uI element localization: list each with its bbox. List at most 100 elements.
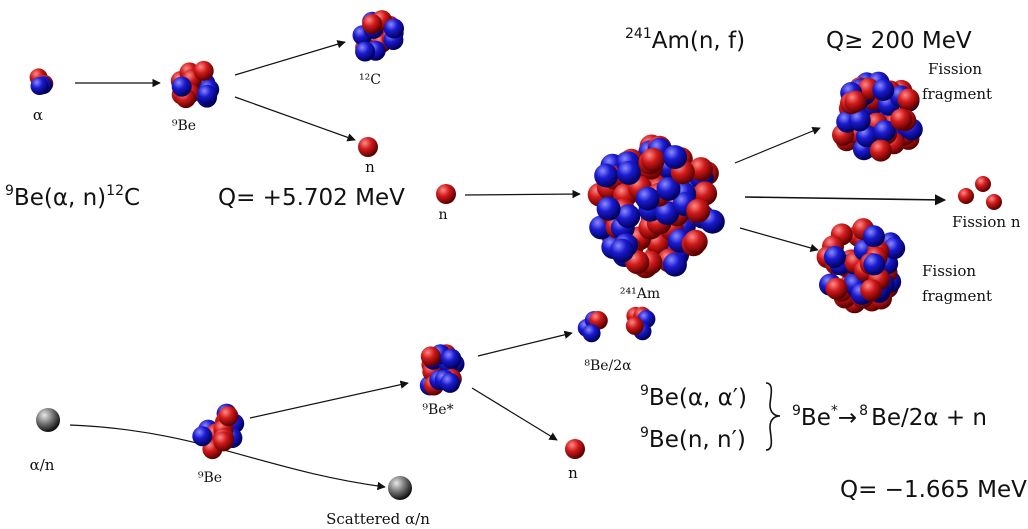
nucleon [213, 431, 234, 452]
nucleon [420, 346, 441, 367]
nucleon [388, 476, 412, 500]
nucleon [844, 90, 867, 113]
nucleon [610, 238, 634, 263]
nucleon [197, 84, 218, 105]
fission-neutron-3 [986, 194, 1002, 210]
reaction-be9-alpha-n: 9Be(α, n)12C [5, 183, 140, 211]
arrow-am241-to-fission-n [744, 194, 947, 206]
nucleon [640, 147, 665, 172]
be9star-nucleus [419, 344, 465, 396]
fission-fragment-bottom [816, 218, 906, 314]
nucleon [897, 88, 920, 111]
nucleon [589, 311, 608, 329]
nucleon [358, 137, 378, 157]
nucleon [440, 372, 461, 393]
arrow-n-to-am241 [464, 189, 581, 199]
nucleon [582, 324, 601, 343]
label-be8: ⁸Be/2α [584, 358, 632, 374]
nucleon [662, 252, 687, 277]
nuclei [29, 10, 1002, 500]
label-alpha-n: α/n [30, 456, 55, 474]
neutron-top [358, 137, 378, 157]
be8-alpha-2 [625, 306, 656, 341]
label-fragment-top-2: fragment [922, 85, 992, 103]
nucleon [863, 253, 886, 276]
arrows [69, 40, 947, 491]
reaction-am241-n-f: 241Am(n, f) [625, 26, 745, 54]
am241-sup: 241 [625, 26, 652, 42]
arrow-be9star-to-n [471, 387, 558, 441]
nucleon [656, 176, 681, 201]
be9-nucleus-bottom [192, 403, 245, 460]
nucleon [565, 439, 585, 459]
nucleon [823, 245, 846, 268]
decay-be: Be [801, 405, 831, 431]
be9-sup: 9 [5, 183, 14, 199]
label-n-incoming: n [438, 207, 447, 223]
inel1-sup: 9 [640, 383, 649, 399]
label-fission-n: Fission n [952, 213, 1021, 231]
nucleon [436, 184, 456, 204]
scattered-particle [388, 476, 412, 500]
nucleon [625, 316, 644, 335]
nucleon [688, 157, 713, 182]
c12-sup: 12 [106, 183, 124, 199]
arrow-am241-to-fragment-bottom [739, 227, 819, 252]
label-n-bottom: n [568, 464, 578, 482]
nucleon [193, 60, 214, 81]
nucleon [441, 348, 462, 369]
nucleon [218, 406, 239, 427]
neutron-bottom [565, 439, 585, 459]
nucleon [986, 194, 1002, 210]
arrow-be9-to-be9star [249, 380, 409, 419]
inel2-sup: 9 [640, 425, 649, 441]
nucleon [616, 160, 641, 185]
arrow-be9star-to-be8 [477, 330, 573, 357]
nucleon [594, 163, 619, 188]
q-value-inelastic: Q= −1.665 MeV [840, 477, 1027, 503]
nucleon [686, 198, 711, 223]
nucleon [384, 18, 404, 39]
decay-rest: Be/2α + n [871, 405, 987, 431]
reaction-inelastic-alpha: 9Be(α, α′) [640, 383, 747, 411]
nucleon [616, 204, 641, 229]
curly-brace [765, 382, 781, 451]
neutron-incoming [436, 184, 456, 204]
label-fragment-bottom-1: Fission [922, 262, 976, 280]
arrow-scattered [69, 424, 386, 491]
nucleon [825, 277, 848, 300]
nucleon [848, 109, 871, 132]
arrow-am241-to-fragment-top [734, 126, 821, 164]
label-c12: ¹²C [359, 72, 381, 88]
nucleon [30, 77, 49, 95]
label-n-top: n [365, 158, 375, 176]
inel1-main: Be(α, α′) [649, 385, 747, 411]
c12-main: C [124, 185, 140, 211]
nucleon [958, 188, 974, 204]
q-value-fission: Q≥ 200 MeV [826, 28, 972, 54]
arrow-be9-to-c12 [234, 40, 346, 76]
nucleon [171, 76, 192, 97]
arrow-be9-to-n [234, 96, 356, 142]
decay-star: * [831, 403, 838, 419]
nucleon [36, 408, 60, 432]
be9-main: Be(α, n) [14, 185, 106, 211]
label-fragment-bottom-2: fragment [922, 287, 992, 305]
q-value-be9: Q= +5.702 MeV [218, 185, 405, 211]
nucleon [355, 41, 376, 62]
label-alpha: α [33, 106, 43, 124]
decay-arrow: → [838, 405, 857, 431]
c12-nucleus [352, 10, 404, 62]
label-am241: ²⁴¹Am [620, 286, 660, 302]
am241-nucleus [587, 134, 725, 279]
fission-fragment-top [832, 71, 923, 162]
decay-sup1: 9 [792, 403, 801, 419]
inel2-main: Be(n, n′) [649, 427, 746, 453]
nucleon [596, 196, 621, 221]
decay-sup2: 8 [859, 403, 868, 419]
nucleon [663, 145, 688, 170]
alpha-n-projectile [36, 408, 60, 432]
nucleon [975, 176, 991, 192]
